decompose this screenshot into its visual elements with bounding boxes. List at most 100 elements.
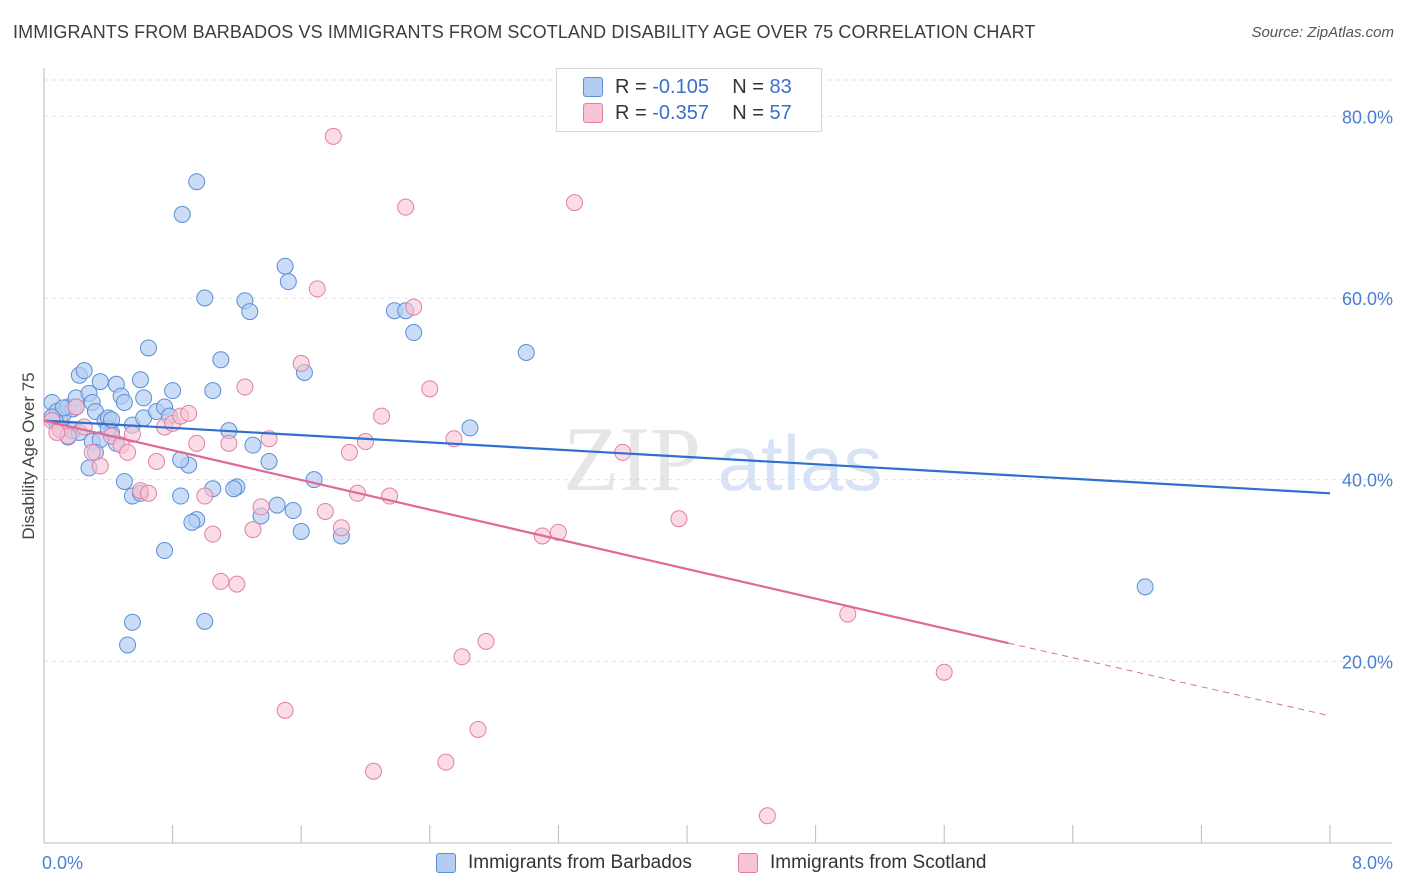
series-scotland-points: [43, 127, 953, 825]
scotland-point: [437, 753, 455, 771]
scotland-point: [565, 194, 583, 212]
barbados-point: [241, 303, 259, 321]
barbados-point: [135, 389, 153, 407]
barbados-point: [279, 273, 297, 291]
x-tick-label-max: 8.0%: [1352, 853, 1393, 873]
barbados-point: [461, 419, 479, 437]
scotland-point: [292, 354, 310, 372]
scotland-point: [670, 510, 688, 528]
legend-r-value-scotland: -0.357: [652, 101, 709, 124]
scotland-trend-line: [43, 419, 1009, 645]
barbados-point: [173, 205, 191, 223]
source-label: Source: ZipAtlas.com: [1251, 24, 1394, 41]
barbados-point: [204, 382, 222, 400]
barbados-point: [131, 371, 149, 389]
barbados-point: [212, 351, 230, 369]
barbados-point: [91, 373, 109, 391]
legend-n-label: N =: [732, 101, 764, 124]
legend-row-barbados: R = -0.105 N = 83: [583, 75, 792, 99]
scotland-point: [75, 418, 93, 436]
barbados-swatch-icon: [583, 77, 603, 97]
scotland-point: [204, 525, 222, 543]
barbados-point: [405, 324, 423, 342]
barbados-point: [115, 472, 133, 490]
bottom-legend-label-barbados: Immigrants from Barbados: [468, 852, 692, 873]
scotland-point: [935, 663, 953, 681]
barbados-point: [292, 522, 310, 540]
barbados-legend-icon: [436, 853, 456, 873]
bottom-legend-label-scotland: Immigrants from Scotland: [770, 852, 987, 873]
watermark-zip: ZIP: [563, 408, 701, 510]
y-tick-label: 20.0%: [1342, 652, 1393, 672]
scotland-point: [357, 433, 374, 451]
barbados-point: [517, 344, 535, 361]
scotland-point: [308, 280, 326, 298]
scotland-point: [67, 398, 85, 416]
barbados-point: [164, 382, 182, 400]
barbados-point: [123, 613, 141, 631]
y-tick-label: 80.0%: [1342, 107, 1393, 127]
barbados-point: [75, 362, 93, 380]
barbados-point: [1136, 578, 1154, 596]
scotland-trend-line-extension: [1008, 642, 1331, 717]
scotland-point: [196, 487, 214, 505]
scotland-point: [477, 632, 495, 650]
barbados-point: [276, 257, 294, 275]
axes: [43, 68, 1392, 844]
chart-title: IMMIGRANTS FROM BARBADOS VS IMMIGRANTS F…: [13, 22, 1036, 42]
barbados-point: [183, 513, 201, 531]
scotland-point: [139, 484, 157, 502]
barbados-point: [188, 173, 206, 191]
scotland-point: [91, 457, 109, 475]
barbados-point: [119, 636, 137, 654]
barbados-point: [196, 289, 214, 307]
scotland-point: [119, 443, 137, 461]
scotland-point: [236, 378, 254, 396]
scotland-point: [332, 519, 350, 537]
barbados-point: [139, 339, 157, 357]
scotland-point: [276, 701, 294, 719]
scotland-point: [220, 434, 238, 452]
scotland-point: [48, 423, 66, 441]
scotland-point: [316, 502, 334, 520]
scotland-point: [453, 648, 471, 666]
legend-row-scotland: R = -0.357 N = 57: [583, 101, 792, 125]
barbados-point: [225, 480, 243, 498]
barbados-point: [260, 453, 278, 470]
scotland-point: [421, 380, 439, 398]
barbados-point: [172, 487, 190, 505]
scotland-point: [373, 407, 391, 425]
scotland-point: [340, 443, 358, 461]
y-axis-label: Disability Age Over 75: [19, 372, 38, 539]
scotland-point: [212, 572, 230, 590]
trend-lines: [43, 419, 1331, 717]
scotland-point: [180, 404, 198, 422]
scotland-point: [228, 575, 246, 593]
scotland-point: [839, 605, 857, 623]
tick-labels: 20.0% 40.0% 60.0% 80.0% 0.0% 8.0%: [42, 107, 1393, 873]
x-tick-label-min: 0.0%: [42, 853, 83, 873]
legend-r-value-barbados: -0.105: [652, 75, 709, 98]
barbados-point: [156, 542, 174, 560]
legend-r-label: R =: [615, 75, 647, 98]
scotland-point: [244, 521, 262, 539]
scotland-point: [260, 430, 278, 448]
grid-lines: [44, 79, 1392, 662]
y-tick-label: 40.0%: [1342, 471, 1393, 491]
barbados-trend-line: [43, 419, 1331, 495]
scotland-legend-icon: [738, 853, 758, 873]
scotland-point: [83, 443, 101, 461]
scotland-point: [324, 127, 342, 145]
correlation-legend: R = -0.105 N = 83 R = -0.357 N = 57: [556, 68, 822, 132]
scotland-point: [397, 198, 415, 216]
scotland-point: [758, 807, 776, 825]
barbados-point: [284, 502, 302, 520]
y-tick-label: 60.0%: [1342, 289, 1393, 309]
scotland-swatch-icon: [583, 103, 603, 123]
scotland-point: [252, 498, 270, 516]
scotland-point: [365, 762, 383, 780]
bottom-legend-barbados: Immigrants from Barbados: [436, 852, 692, 874]
barbados-point: [115, 393, 133, 411]
legend-r-label: R =: [615, 101, 647, 124]
